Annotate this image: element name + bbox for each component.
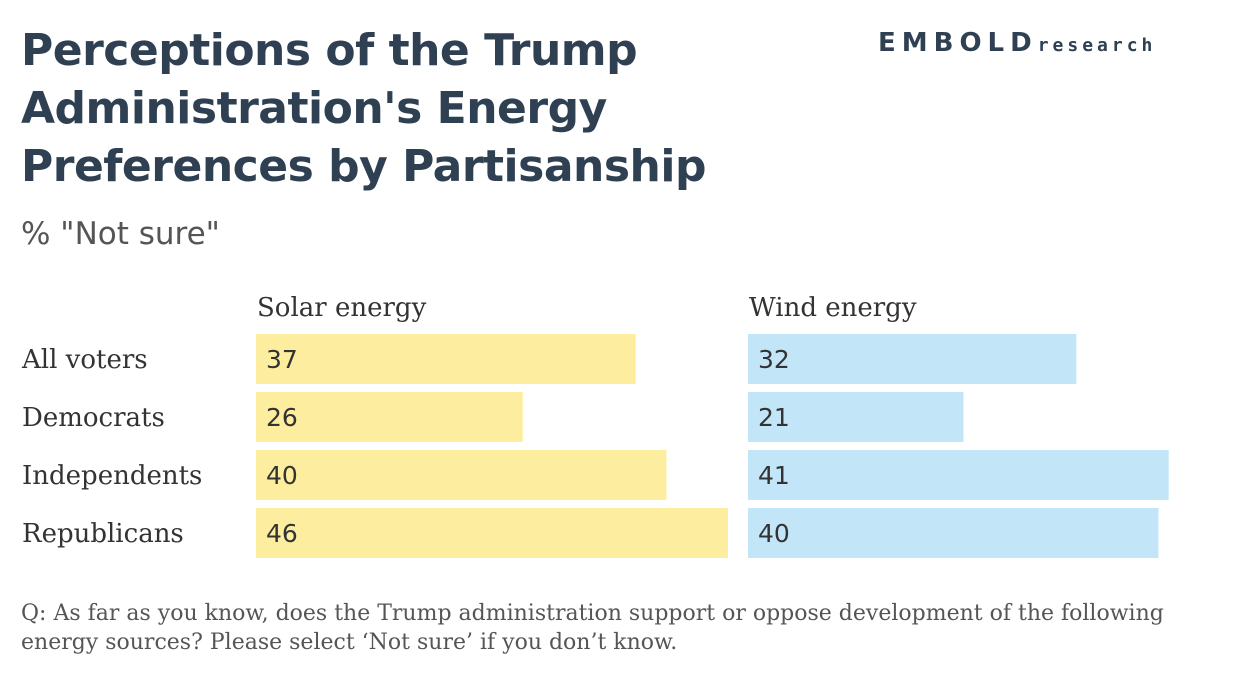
series-header-solar-energy: Solar energy <box>257 293 427 323</box>
value-label-wind-energy-all-voters: 32 <box>758 345 790 374</box>
bar-solar-energy-republicans <box>256 508 728 558</box>
bar-chart: All voters Democrats Independents Republica… <box>21 293 1169 558</box>
series-header-wind-energy: Wind energy <box>749 293 917 323</box>
value-label-solar-energy-democrats: 26 <box>266 403 298 432</box>
chart-title: Perceptions of the Trump Administration'… <box>21 25 706 192</box>
value-label-wind-energy-republicans: 40 <box>758 519 790 548</box>
brand-logo: EMBOLDresearch <box>878 28 1156 58</box>
value-label-wind-energy-independents: 41 <box>758 461 790 490</box>
bar-wind-energy-democrats <box>748 392 964 442</box>
value-label-solar-energy-independents: 40 <box>266 461 298 490</box>
bar-solar-energy-democrats <box>256 392 523 442</box>
category-label-democrats: Democrats <box>22 403 165 433</box>
bar-solar-energy-all-voters <box>256 334 636 384</box>
chart-subtitle: % "Not sure" <box>21 216 220 252</box>
brand-name: EMBOLD <box>878 28 1038 58</box>
bar-wind-energy-all-voters <box>748 334 1077 384</box>
value-label-wind-energy-democrats: 21 <box>758 403 790 432</box>
category-label-all-voters: All voters <box>21 345 148 375</box>
bar-wind-energy-independents <box>748 450 1169 500</box>
category-label-independents: Independents <box>22 461 202 491</box>
value-label-solar-energy-republicans: 46 <box>266 519 298 548</box>
question-footnote: Q: As far as you know, does the Trump ad… <box>21 601 1164 655</box>
category-label-republicans: Republicans <box>22 519 184 549</box>
bar-solar-energy-independents <box>256 450 667 500</box>
brand-subname: research <box>1037 35 1157 56</box>
bar-wind-energy-republicans <box>748 508 1159 558</box>
value-label-solar-energy-all-voters: 37 <box>266 345 298 374</box>
